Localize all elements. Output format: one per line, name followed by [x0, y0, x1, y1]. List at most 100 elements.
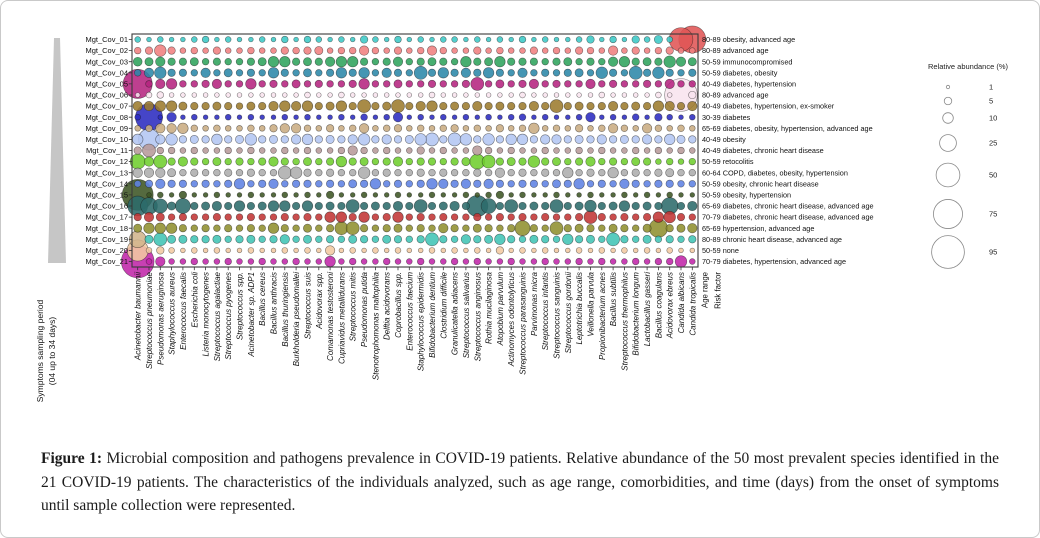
bubble	[676, 213, 686, 222]
bubble	[494, 167, 505, 178]
bubble	[371, 102, 380, 111]
bubble	[541, 201, 550, 211]
row-annotation: 80-89 chronic heart disease, advanced ag…	[702, 235, 842, 244]
bubble	[439, 213, 448, 222]
bubble	[472, 223, 482, 233]
bubble	[279, 100, 291, 112]
bubble	[202, 247, 209, 254]
bubble	[293, 36, 299, 43]
bubble	[235, 80, 244, 88]
bubble	[552, 57, 561, 66]
bubble	[303, 68, 312, 78]
bubble	[552, 235, 561, 243]
bubble	[688, 90, 697, 100]
bubble	[552, 157, 561, 167]
bubble	[281, 191, 289, 199]
bubble	[393, 46, 403, 55]
bubble	[529, 57, 538, 66]
species-label: Acidovorax spp.	[315, 272, 324, 330]
bubble	[460, 56, 472, 68]
bubble	[289, 166, 303, 179]
bubble	[573, 178, 585, 190]
bubble	[214, 114, 220, 120]
bubble	[461, 102, 470, 111]
bubble	[439, 146, 447, 155]
bubble	[631, 57, 640, 66]
bubble	[293, 247, 299, 254]
bubble	[143, 222, 155, 234]
bubble	[392, 56, 404, 67]
bubble	[597, 179, 606, 188]
bubble	[405, 102, 414, 111]
bubble	[450, 80, 459, 88]
bubble	[575, 113, 583, 121]
bubble	[621, 114, 628, 120]
bubble	[337, 235, 346, 243]
bubble	[473, 257, 481, 266]
bubble	[485, 92, 492, 98]
bubble	[165, 78, 178, 90]
bubble	[347, 56, 359, 68]
bubble	[687, 57, 697, 67]
bubble	[463, 36, 469, 43]
bubble	[303, 80, 312, 88]
bubble	[166, 123, 177, 134]
bubble	[258, 157, 267, 166]
bubble	[417, 80, 425, 88]
bubble	[514, 220, 531, 237]
bubble	[667, 92, 673, 98]
row-annotation: 70-79 diabetes, hypertension, advanced a…	[702, 257, 846, 266]
bubble	[447, 132, 462, 147]
bubble	[564, 258, 572, 265]
bubble	[236, 192, 243, 198]
row-label: Mgt_Cov_07	[85, 102, 128, 111]
bubble	[142, 143, 156, 158]
row-label: Mgt_Cov_14	[85, 179, 128, 188]
bubble	[212, 101, 222, 111]
bubble	[156, 246, 165, 255]
species-label: Streptococcus spp.	[236, 272, 245, 340]
species-label: Streptococcus infantis	[541, 272, 550, 350]
bubble	[587, 258, 594, 265]
bubble	[689, 192, 695, 198]
row-annotation: 60-64 COPD, diabetes, obesity, hypertens…	[702, 168, 848, 177]
bubble	[280, 46, 289, 55]
bubble	[598, 58, 606, 66]
bubble	[531, 114, 537, 120]
bubble	[214, 92, 220, 98]
bubble	[247, 124, 255, 132]
bubble	[145, 80, 153, 88]
bubble	[277, 165, 292, 180]
bubble	[632, 146, 640, 155]
bubble	[528, 122, 540, 134]
bubble	[235, 224, 244, 232]
bubble	[213, 258, 221, 265]
row-annotation: 65-69 hypertension, advanced age	[702, 224, 814, 233]
bubble	[416, 179, 425, 188]
bubble	[315, 180, 323, 188]
bubble	[190, 213, 198, 221]
bubble	[259, 247, 265, 254]
bubble	[429, 114, 435, 120]
bubble	[270, 258, 277, 265]
bubble	[190, 146, 198, 155]
bubble	[599, 192, 605, 198]
bubble	[246, 57, 255, 66]
bubble	[246, 101, 256, 111]
bubble	[574, 134, 584, 144]
bubble	[178, 101, 188, 111]
bubble	[586, 234, 595, 244]
bubble	[678, 192, 684, 198]
bubble	[606, 232, 620, 247]
bubble	[235, 235, 244, 244]
row-annotation: 80-89 obesity, advanced age	[702, 35, 795, 44]
bubble	[519, 191, 526, 199]
bubble	[633, 92, 639, 98]
bubble	[167, 234, 177, 244]
bubble	[134, 180, 142, 188]
bubble	[371, 46, 380, 55]
bubble	[335, 67, 348, 79]
bubble	[315, 157, 323, 166]
bubble	[177, 156, 188, 167]
species-label: Listeria monocytogenes	[202, 272, 211, 357]
